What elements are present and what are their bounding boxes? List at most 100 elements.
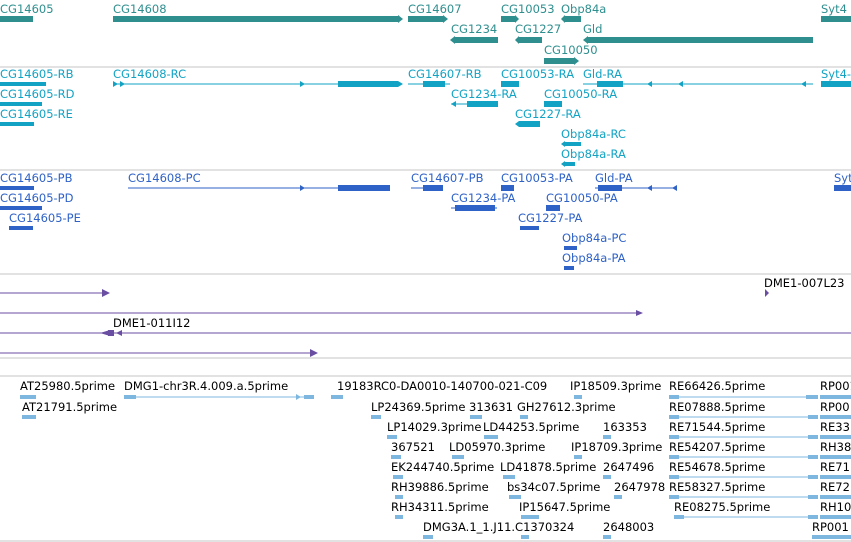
est-label[interactable]: LD44253.5prime (483, 420, 579, 434)
transcript-label[interactable]: CG14605-RE (0, 107, 73, 121)
est-label[interactable]: IP18509.3prime (570, 379, 661, 393)
transcript-label[interactable]: Obp84a-RC (561, 127, 626, 141)
est-feature[interactable] (674, 515, 684, 519)
est-label[interactable]: 19183RC0-DA0010-140700-021-C09 (337, 379, 547, 393)
est-label[interactable]: IP15647.5prime (519, 500, 610, 514)
est-feature[interactable] (387, 435, 397, 439)
est-feature[interactable] (395, 515, 403, 519)
est-feature[interactable] (820, 475, 851, 479)
exon[interactable] (597, 81, 623, 87)
transcript-label[interactable]: Obp84a-RA (561, 147, 626, 161)
gene-label[interactable]: CG1234 (451, 22, 497, 36)
gene-label[interactable]: Syt4 (821, 2, 847, 16)
protein-label[interactable]: Gld-PA (595, 171, 633, 185)
clone-label[interactable]: DME1-011I12 (113, 316, 191, 330)
est-feature[interactable] (304, 395, 314, 399)
est-label[interactable]: RE33 (820, 420, 850, 434)
protein-label[interactable]: Syt (834, 171, 851, 185)
protein-label[interactable]: CG14605-PB (0, 171, 73, 185)
est-feature[interactable] (808, 435, 818, 439)
gene-label[interactable]: CG10053 (501, 2, 555, 16)
est-feature[interactable] (603, 435, 611, 439)
est-feature[interactable] (669, 395, 679, 399)
est-feature[interactable] (521, 535, 529, 539)
transcript-label[interactable]: CG14605-RD (0, 87, 75, 101)
protein-feature[interactable] (834, 185, 851, 191)
est-feature[interactable] (808, 415, 818, 419)
exon[interactable] (0, 102, 42, 106)
est-label[interactable]: LP14029.3prime (387, 420, 481, 434)
est-label[interactable]: DMG1-chr3R.4.009.a.5prime (124, 379, 288, 393)
est-label[interactable]: GH27612.3prime (517, 400, 616, 414)
exon[interactable] (0, 122, 34, 126)
gene-label[interactable]: CG1227 (515, 22, 561, 36)
protein-label[interactable]: Obp84a-PC (562, 231, 626, 245)
est-label[interactable]: AT21791.5prime (22, 400, 117, 414)
est-label[interactable]: RH39886.5prime (391, 480, 489, 494)
est-feature[interactable] (603, 475, 611, 479)
est-feature[interactable] (574, 395, 582, 399)
exon[interactable] (565, 162, 575, 166)
est-feature[interactable] (124, 395, 136, 399)
est-feature[interactable] (820, 415, 851, 419)
transcript-label[interactable]: CG14607-RB (408, 67, 482, 81)
est-label[interactable]: DMG3A.1_1.J11.C1370324 (423, 520, 574, 534)
est-feature[interactable] (509, 495, 521, 499)
est-label[interactable]: 2648003 (603, 520, 654, 534)
protein-feature[interactable] (520, 226, 539, 230)
protein-label[interactable]: CG10050-PA (546, 191, 618, 205)
protein-feature[interactable] (455, 205, 495, 211)
protein-feature[interactable] (0, 206, 42, 210)
est-label[interactable]: bs34c07.5prime (507, 480, 600, 494)
est-feature[interactable] (603, 535, 611, 539)
est-feature[interactable] (393, 475, 403, 479)
est-label[interactable]: IP18709.3prime (571, 440, 662, 454)
protein-label[interactable]: CG14605-PE (9, 211, 81, 225)
exon[interactable] (519, 121, 540, 127)
est-feature[interactable] (520, 415, 528, 419)
protein-feature[interactable] (546, 205, 560, 211)
est-feature[interactable] (808, 475, 818, 479)
est-feature[interactable] (331, 395, 343, 399)
est-feature[interactable] (614, 495, 622, 499)
est-feature[interactable] (470, 415, 482, 419)
est-feature[interactable] (812, 535, 851, 539)
est-feature[interactable] (669, 455, 679, 459)
gene-feature[interactable] (501, 16, 515, 22)
est-feature[interactable] (423, 535, 433, 539)
gene-feature[interactable] (519, 37, 542, 43)
exon[interactable] (565, 142, 581, 146)
protein-label[interactable]: CG1234-PA (451, 191, 516, 205)
exon[interactable] (821, 81, 851, 87)
est-label[interactable]: RE58327.5prime (669, 480, 765, 494)
est-feature[interactable] (808, 515, 818, 519)
est-label[interactable]: RE08275.5prime (674, 500, 770, 514)
est-feature[interactable] (503, 475, 515, 479)
protein-feature[interactable] (501, 185, 514, 191)
est-feature[interactable] (820, 455, 851, 459)
est-label[interactable]: RE54678.5prime (669, 460, 765, 474)
gene-label[interactable]: Gld (583, 22, 602, 36)
gene-feature[interactable] (113, 16, 398, 22)
transcript-label[interactable]: CG1234-RA (451, 87, 517, 101)
est-label[interactable]: RP001 (820, 379, 851, 393)
est-feature[interactable] (452, 455, 464, 459)
est-feature[interactable] (669, 495, 679, 499)
est-label[interactable]: 2647496 (603, 460, 654, 474)
est-label[interactable]: RP001 (812, 520, 849, 534)
protein-label[interactable]: CG14608-PC (128, 171, 201, 185)
protein-label[interactable]: CG10053-PA (501, 171, 573, 185)
est-feature[interactable] (820, 395, 851, 399)
est-label[interactable]: AT25980.5prime (20, 379, 115, 393)
protein-label[interactable]: CG14607-PB (411, 171, 484, 185)
est-label[interactable]: 2647978 (614, 480, 665, 494)
exon[interactable] (423, 81, 445, 87)
est-label[interactable]: RP00 (820, 400, 850, 414)
est-label[interactable]: 367521 (391, 440, 435, 454)
est-label[interactable]: RE07888.5prime (669, 400, 765, 414)
gene-label[interactable]: CG14605 (0, 2, 54, 16)
protein-feature[interactable] (598, 185, 622, 191)
protein-label[interactable]: Obp84a-PA (562, 251, 626, 265)
exon[interactable] (467, 101, 498, 107)
est-feature[interactable] (20, 395, 36, 399)
